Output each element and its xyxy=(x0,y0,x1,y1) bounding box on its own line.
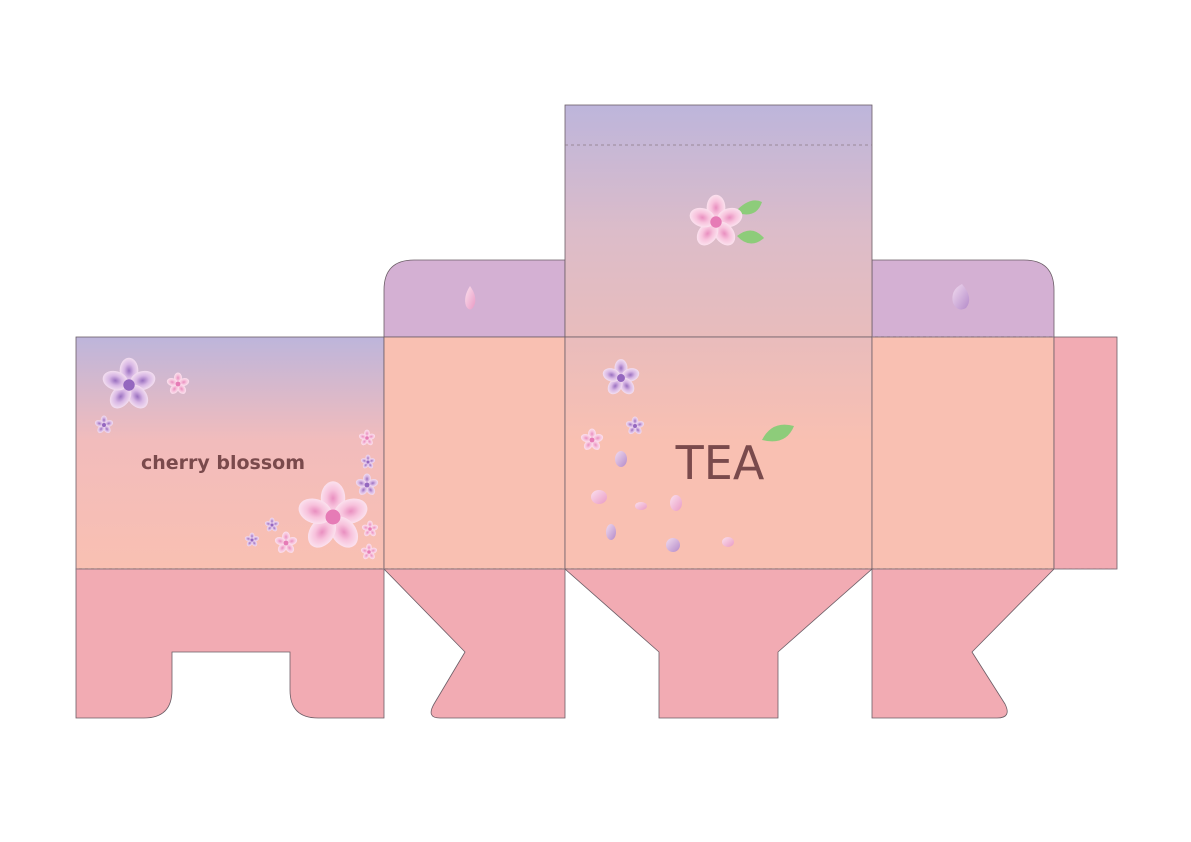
bottom-flap-right xyxy=(871,568,1055,719)
product-name: cherry blossom xyxy=(141,452,305,474)
bottom-flap-main xyxy=(563,568,874,719)
petal-icon xyxy=(615,451,627,467)
side-panel-right xyxy=(871,336,1055,570)
petal-icon xyxy=(670,495,682,511)
petal-icon xyxy=(591,490,607,504)
petal-icon xyxy=(606,524,616,540)
bottom-flap-left xyxy=(383,568,566,719)
brand-title: TEA xyxy=(675,436,765,490)
petal-icon xyxy=(465,286,476,310)
fold-lines xyxy=(76,144,1117,570)
petal-icon xyxy=(666,538,680,552)
petal-icon xyxy=(722,537,734,547)
glue-tab xyxy=(1053,336,1118,570)
petal-icon xyxy=(635,502,647,510)
leaf-icon xyxy=(735,200,764,244)
side-panel-left xyxy=(383,336,566,570)
bottom-flap-front xyxy=(75,568,385,719)
petal-icon xyxy=(952,284,970,310)
leaf-icon xyxy=(762,424,794,442)
